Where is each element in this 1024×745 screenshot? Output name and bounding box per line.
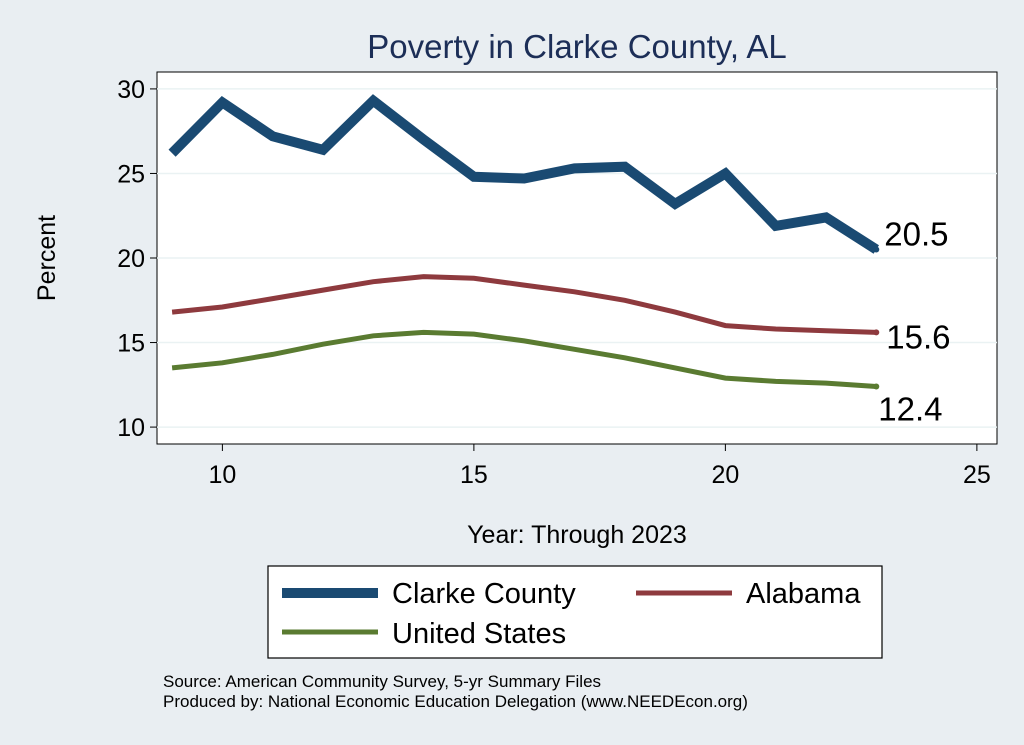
legend-label-clarke-county: Clarke County [392,578,576,610]
x-tick-label-20: 20 [711,461,739,489]
y-tick-label-15: 15 [117,330,145,358]
x-tick-label-10: 10 [208,461,236,489]
y-tick-label-25: 25 [117,160,145,188]
legend-box [267,565,883,659]
legend: Clarke County Alabama United States [267,565,883,659]
series-endpoint-alabama [873,329,880,336]
chart-title: Poverty in Clarke County, AL [367,28,786,65]
data-series [168,94,880,390]
legend-label-united-states: United States [392,618,566,650]
axes: 10 15 20 25 30 10 15 20 25 [117,76,991,489]
end-labels: 20.5 15.6 12.4 [878,216,950,428]
x-tick-label-25: 25 [963,461,991,489]
series-endpoint-united-states [873,383,880,390]
end-label-alabama: 15.6 [886,318,950,355]
y-axis-title: Percent [33,215,61,301]
y-tick-label-10: 10 [117,414,145,442]
series-line-clarke-county [168,94,879,254]
producer-note: Produced by: National Economic Education… [163,692,748,711]
gridlines [157,88,997,428]
source-note: Source: American Community Survey, 5-yr … [163,672,601,691]
x-axis-title: Year: Through 2023 [467,521,687,549]
x-tick-label-15: 15 [460,461,488,489]
series-line-alabama [171,274,877,335]
end-label-united-states: 12.4 [878,391,942,428]
legend-label-alabama: Alabama [746,578,861,610]
y-tick-label-30: 30 [117,76,145,104]
series-line-united-states [171,329,877,389]
end-label-clarke-county: 20.5 [884,216,948,253]
series-endpoint-clarke-county [873,246,880,253]
y-tick-label-20: 20 [117,245,145,273]
